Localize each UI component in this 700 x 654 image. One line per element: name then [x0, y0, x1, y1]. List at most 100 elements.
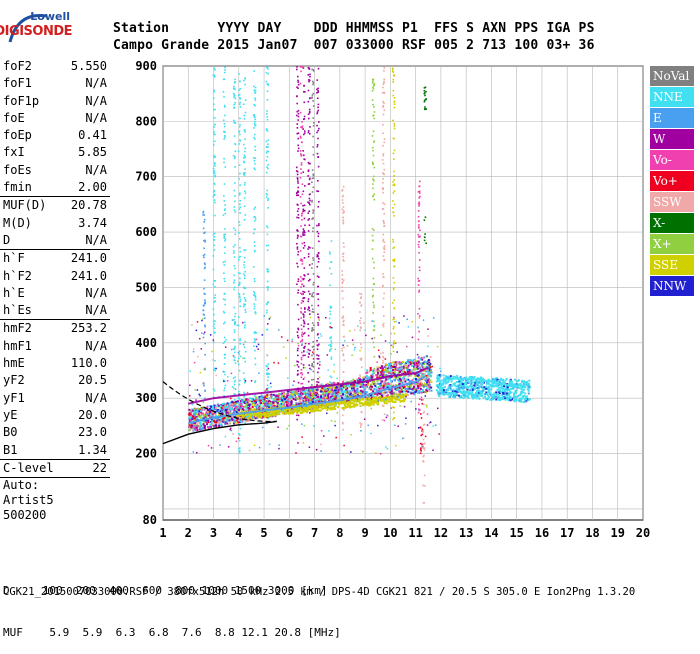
echo-point: [372, 187, 374, 189]
echo-point: [220, 405, 222, 407]
echo-point: [316, 79, 318, 81]
echo-point: [372, 183, 374, 185]
echo-point: [285, 413, 287, 415]
echo-point: [204, 219, 206, 221]
echo-point: [189, 417, 191, 419]
echo-point: [221, 410, 223, 412]
echo-point: [413, 393, 415, 395]
echo-point: [298, 214, 300, 216]
echo-point: [223, 162, 225, 164]
echo-point: [203, 337, 205, 339]
echo-point: [297, 266, 299, 268]
echo-point: [431, 390, 433, 392]
echo-point: [213, 244, 215, 246]
echo-point: [424, 443, 426, 445]
echo-point: [382, 124, 384, 126]
echo-point: [213, 97, 215, 99]
echo-point: [254, 220, 256, 222]
echo-point: [300, 308, 302, 310]
echo-point: [331, 358, 333, 360]
echo-point: [247, 407, 249, 409]
echo-point: [350, 406, 352, 408]
echo-point: [302, 339, 304, 341]
echo-point: [300, 225, 302, 227]
echo-point: [255, 92, 257, 94]
echo-point: [384, 203, 386, 205]
echo-point: [255, 87, 257, 89]
plot-frame: [163, 66, 643, 520]
echo-point: [334, 393, 336, 395]
echo-point: [383, 315, 385, 317]
echo-point: [423, 424, 425, 426]
echo-point: [224, 105, 226, 107]
echo-point: [353, 404, 355, 406]
echo-point: [329, 268, 331, 270]
echo-point: [251, 404, 253, 406]
echo-point: [424, 90, 426, 92]
echo-point: [370, 369, 372, 371]
echo-point: [254, 163, 256, 165]
echo-point: [419, 181, 421, 183]
echo-point: [342, 381, 344, 383]
echo-point: [196, 417, 198, 419]
echo-point: [317, 305, 319, 307]
echo-point: [312, 100, 314, 102]
echo-point: [292, 391, 294, 393]
echo-point: [238, 364, 240, 366]
echo-point: [430, 356, 432, 358]
echo-point: [302, 231, 304, 233]
echo-point: [374, 400, 376, 402]
echo-point: [322, 395, 324, 397]
echo-point: [239, 247, 241, 249]
echo-point: [371, 402, 373, 404]
echo-point: [224, 354, 226, 356]
echo-point: [254, 251, 256, 253]
echo-point: [410, 384, 412, 386]
echo-point: [309, 247, 311, 249]
echo-point: [278, 404, 280, 406]
echo-point: [418, 220, 420, 222]
echo-point: [420, 427, 422, 429]
echo-point: [332, 408, 334, 410]
echo-point: [405, 367, 407, 369]
echo-point: [316, 146, 318, 148]
echo-point: [226, 411, 228, 413]
echo-point: [394, 401, 396, 403]
echo-point: [267, 329, 269, 331]
echo-point: [308, 101, 310, 103]
echo-point: [234, 206, 236, 208]
echo-point: [374, 167, 376, 169]
echo-point: [316, 340, 318, 342]
echo-point: [293, 398, 295, 400]
echo-point: [303, 278, 305, 280]
echo-point: [308, 280, 310, 282]
echo-point: [383, 114, 385, 116]
echo-point: [343, 355, 345, 357]
echo-point: [239, 284, 241, 286]
echo-point: [361, 347, 363, 349]
echo-point: [372, 228, 374, 230]
echo-point: [383, 79, 385, 81]
echo-point: [392, 211, 394, 213]
echo-point: [316, 225, 318, 227]
echo-point: [234, 121, 236, 123]
echo-point: [317, 405, 319, 407]
echo-point: [377, 383, 379, 385]
echo-point: [307, 248, 309, 250]
echo-point: [374, 111, 376, 113]
echo-point: [243, 293, 245, 295]
echo-point: [243, 157, 245, 159]
echo-point: [300, 83, 302, 85]
echo-point: [407, 386, 409, 388]
echo-point: [382, 392, 384, 394]
echo-point: [254, 123, 256, 125]
echo-point: [383, 223, 385, 225]
echo-point: [300, 409, 302, 411]
echo-point: [243, 249, 245, 251]
echo-point: [383, 169, 385, 171]
echo-point: [382, 386, 384, 388]
echo-point: [418, 205, 420, 207]
echo-point: [239, 212, 241, 214]
echo-point: [419, 192, 421, 194]
echo-point: [213, 103, 215, 105]
